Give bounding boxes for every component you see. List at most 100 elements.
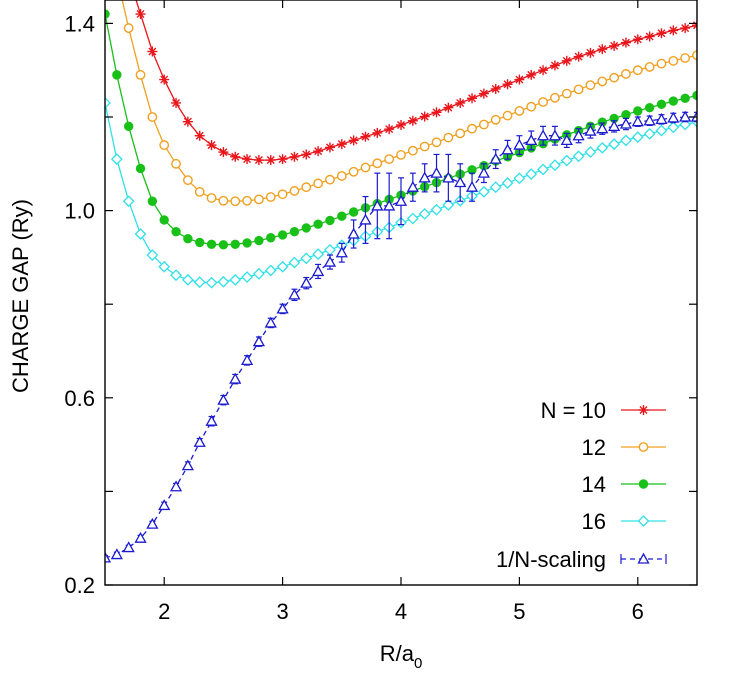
data-point: [490, 114, 501, 125]
data-point: [288, 288, 301, 300]
data-point: [183, 233, 193, 244]
data-point: [134, 228, 147, 240]
data-point: [477, 185, 490, 198]
data-point: [573, 84, 584, 95]
y-tick-label: 0.6: [64, 386, 95, 411]
data-point: [632, 34, 643, 45]
data-point: [289, 151, 300, 162]
data-point: [513, 138, 526, 150]
data-point: [514, 74, 525, 85]
data-point: [538, 97, 548, 107]
data-point: [171, 226, 181, 237]
data-point: [301, 223, 311, 233]
data-point: [348, 135, 359, 146]
data-point: [289, 186, 300, 196]
data-point: [265, 155, 276, 166]
data-point: [620, 134, 632, 147]
data-point: [336, 139, 347, 150]
data-point: [348, 207, 359, 217]
data-point: [655, 113, 668, 124]
y-axis-label: CHARGE GAP (Ry): [8, 199, 33, 393]
data-point: [513, 172, 526, 185]
data-point: [324, 243, 336, 256]
data-point: [218, 240, 229, 250]
data-point: [572, 129, 585, 141]
data-point: [455, 128, 466, 139]
data-point: [526, 69, 537, 80]
data-point: [525, 134, 538, 146]
data-point: [229, 273, 242, 286]
data-point: [455, 97, 466, 108]
error-bar: [694, 111, 697, 123]
data-point: [561, 55, 572, 66]
data-point: [193, 435, 206, 447]
data-point: [407, 145, 418, 156]
legend-marker: [638, 479, 649, 489]
data-point: [621, 69, 631, 79]
data-point: [325, 174, 335, 185]
legend-label: 1/N-scaling: [496, 547, 606, 572]
data-point: [656, 58, 667, 69]
series-line: [121, 0, 697, 202]
data-point: [171, 97, 182, 108]
x-axis-label-subscript: 0: [414, 655, 422, 672]
data-point: [112, 70, 122, 80]
data-point: [644, 102, 655, 113]
data-point: [254, 194, 264, 205]
data-point: [560, 134, 573, 146]
data-point: [206, 193, 217, 203]
data-point: [289, 226, 300, 237]
data-point: [609, 72, 620, 83]
data-point: [170, 269, 182, 282]
legend-item: 1/N-scaling: [496, 547, 667, 572]
legend-label: N = 10: [541, 398, 606, 423]
data-point: [632, 65, 643, 76]
data-point: [406, 212, 419, 225]
data-point: [266, 233, 276, 243]
data-point: [418, 207, 431, 220]
data-point: [643, 114, 656, 126]
data-point: [431, 107, 442, 118]
data-point: [348, 166, 359, 177]
data-point: [135, 163, 146, 174]
data-point: [584, 146, 597, 159]
data-point: [206, 140, 217, 151]
data-point: [643, 127, 656, 140]
data-point: [277, 189, 288, 200]
data-point: [313, 219, 323, 229]
data-point: [300, 252, 313, 265]
data-point: [313, 146, 324, 157]
data-point: [158, 499, 171, 511]
data-point: [335, 246, 348, 258]
data-point: [242, 195, 252, 206]
data-point: [123, 23, 134, 33]
data-point: [489, 181, 502, 194]
legend-marker: [637, 552, 650, 564]
data-point: [680, 93, 690, 103]
data-point: [585, 47, 596, 58]
data-point: [680, 53, 691, 63]
data-point: [193, 276, 206, 289]
data-point: [147, 46, 158, 57]
data-point: [217, 275, 230, 288]
data-point: [419, 111, 430, 122]
data-point: [110, 548, 123, 560]
series-4: [105, 110, 697, 563]
data-point: [442, 171, 455, 183]
data-point: [537, 163, 549, 176]
data-point: [644, 31, 655, 42]
data-point: [419, 141, 430, 152]
data-point: [312, 248, 325, 261]
data-point: [194, 130, 205, 141]
data-point: [502, 79, 513, 90]
data-point: [597, 76, 608, 87]
x-tick-label: 2: [158, 599, 170, 624]
data-point: [396, 150, 406, 160]
y-tick-label: 0.2: [64, 573, 95, 598]
data-point: [277, 230, 288, 240]
data-point: [668, 55, 679, 66]
data-point: [550, 92, 560, 103]
data-point: [169, 480, 183, 492]
data-point: [633, 106, 643, 116]
x-tick-label: 5: [513, 599, 525, 624]
